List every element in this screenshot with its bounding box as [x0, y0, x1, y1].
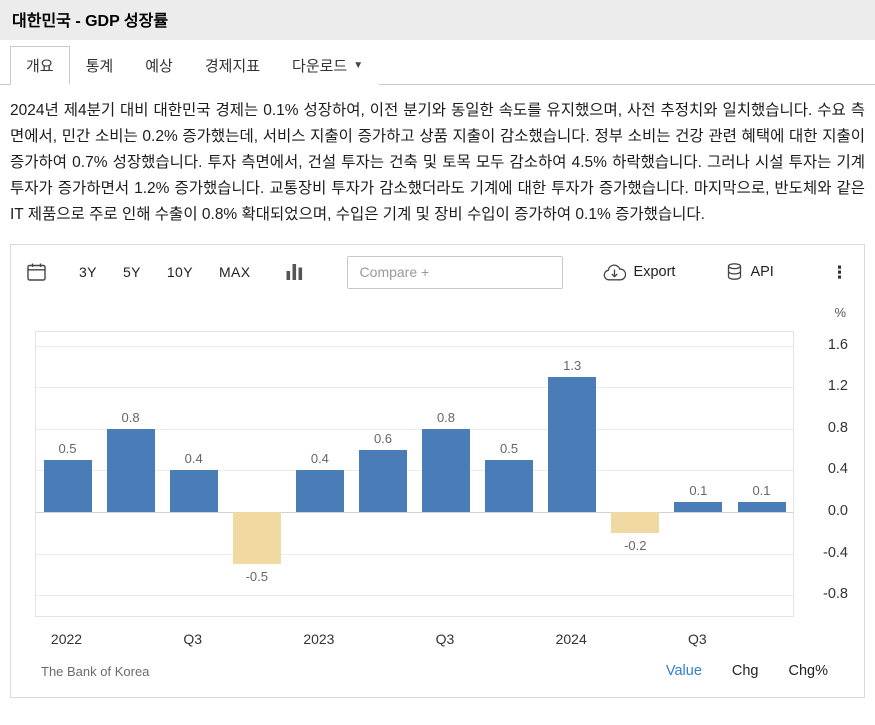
gridline: [36, 387, 793, 389]
plot-area[interactable]: 0.5 0.8 0.4 -0.5 0.4 0.6 0.8 0.5 1.3 -0.2 0.1 0.1: [35, 331, 794, 617]
bar-2024-q2[interactable]: [611, 512, 660, 533]
bar-value-label: 0.5: [58, 441, 77, 456]
tab-indicators[interactable]: 경제지표: [188, 46, 277, 85]
bar-value-label: -0.2: [624, 537, 647, 553]
page-header: 대한민국 - GDP 성장률: [0, 0, 875, 40]
export-label: Export: [633, 264, 676, 280]
x-axis-tick: Q3: [688, 631, 707, 647]
bar-2023-q2[interactable]: [359, 449, 407, 512]
range-5y-button[interactable]: 5Y: [114, 258, 150, 286]
y-axis-tick: 0.4: [827, 461, 848, 478]
bar-value-label: 0.1: [752, 482, 771, 498]
chart: % 0.5 0.8 0.4 -0.5 0.4 0.6 0.8 0.5 1.3 -0.2 0.1 0.1…: [25, 301, 850, 653]
bar-value-label: 0.6: [373, 430, 393, 446]
calendar-button[interactable]: [27, 263, 46, 281]
gridline: [36, 595, 793, 597]
bar-2022-q2[interactable]: [106, 428, 155, 512]
more-options-button[interactable]: ⋮: [831, 264, 848, 281]
y-axis-tick: -0.4: [823, 544, 848, 561]
x-axis: 2022 Q3 2023 Q3 2024 Q3: [35, 621, 794, 653]
bar-value-label: 1.3: [563, 357, 582, 373]
compare-input[interactable]: [346, 255, 563, 289]
api-button[interactable]: API: [727, 263, 774, 281]
chart-panel: 3Y 5Y 10Y MAX Export: [10, 244, 865, 698]
y-axis-tick: 1.6: [827, 336, 848, 353]
bar-2023-q1[interactable]: [295, 470, 344, 512]
source-label: The Bank of Korea: [41, 663, 150, 679]
gridline: [36, 470, 793, 472]
bar-2024-q1[interactable]: [548, 376, 597, 512]
export-button[interactable]: Export: [603, 263, 676, 281]
range-3y-button[interactable]: 3Y: [70, 258, 106, 286]
mode-chg-button[interactable]: Chg: [731, 663, 759, 679]
bar-value-label: -0.5: [245, 569, 268, 584]
mode-value-button[interactable]: Value: [665, 663, 702, 679]
page-title: 대한민국 - GDP 성장률: [12, 13, 169, 30]
gridline: [36, 553, 793, 555]
y-axis-tick: 0.8: [827, 419, 848, 436]
mode-switcher: Value Chg Chg%: [666, 663, 828, 679]
gridline: [36, 428, 793, 430]
range-10y-button[interactable]: 10Y: [158, 258, 202, 286]
chart-type-button[interactable]: [286, 264, 303, 280]
tab-download-label: 다운로드: [292, 58, 348, 75]
bar-2024-q4[interactable]: [737, 501, 786, 512]
calendar-icon: [27, 263, 46, 281]
panel-footer: The Bank of Korea Value Chg Chg%: [11, 653, 864, 697]
tab-stats[interactable]: 통계: [69, 46, 130, 85]
api-label: API: [750, 264, 774, 280]
tab-bar: 개요 통계 예상 경제지표 다운로드 ▼: [0, 40, 875, 85]
bar-2022-q3[interactable]: [169, 470, 218, 512]
api-database-icon: [728, 263, 742, 280]
y-axis-tick: -0.8: [823, 586, 848, 603]
mode-chgpct-button[interactable]: Chg%: [788, 663, 829, 679]
bar-2023-q4[interactable]: [485, 460, 534, 512]
chart-toolbar: 3Y 5Y 10Y MAX Export: [11, 245, 864, 299]
bar-value-label: 0.4: [184, 451, 203, 467]
x-axis-tick: 2022: [50, 631, 83, 647]
range-buttons: 3Y 5Y 10Y MAX: [70, 258, 260, 286]
export-cloud-icon: [603, 263, 626, 280]
bar-value-label: 0.5: [500, 441, 519, 456]
bar-2022-q4[interactable]: [232, 512, 281, 564]
bar-value-label: 0.8: [436, 409, 456, 425]
x-axis-tick: Q3: [183, 631, 203, 647]
bar-value-label: 0.8: [121, 409, 140, 425]
bar-value-label: 0.4: [310, 451, 329, 467]
x-axis-tick: Q3: [435, 631, 455, 647]
bar-2023-q3[interactable]: [422, 428, 470, 512]
tab-forecast[interactable]: 예상: [129, 46, 189, 85]
y-axis: 1.6 1.2 0.8 0.4 0.0 -0.4 -0.8: [802, 331, 850, 617]
bar-value-label: 0.1: [689, 482, 708, 498]
bar-2024-q3[interactable]: [674, 501, 723, 512]
bar-2022-q1[interactable]: [43, 460, 92, 512]
tab-download[interactable]: 다운로드 ▼: [276, 46, 380, 85]
gridline: [36, 345, 793, 347]
y-axis-tick: 0.0: [827, 503, 848, 519]
vertical-ellipsis-icon: ⋮: [831, 262, 848, 282]
range-max-button[interactable]: MAX: [210, 258, 260, 286]
tab-overview[interactable]: 개요: [10, 46, 70, 85]
gridline: [36, 512, 793, 513]
y-axis-tick: 1.2: [827, 378, 848, 395]
bar-chart-icon: [286, 264, 302, 280]
caret-down-icon: ▼: [353, 60, 364, 71]
summary-text: 2024년 제4분기 대비 대한민국 경제는 0.1% 성장하여, 이전 분기와…: [10, 102, 865, 223]
x-axis-tick: 2023: [303, 631, 335, 647]
y-axis-unit: %: [834, 305, 846, 320]
x-axis-tick: 2024: [555, 631, 587, 647]
